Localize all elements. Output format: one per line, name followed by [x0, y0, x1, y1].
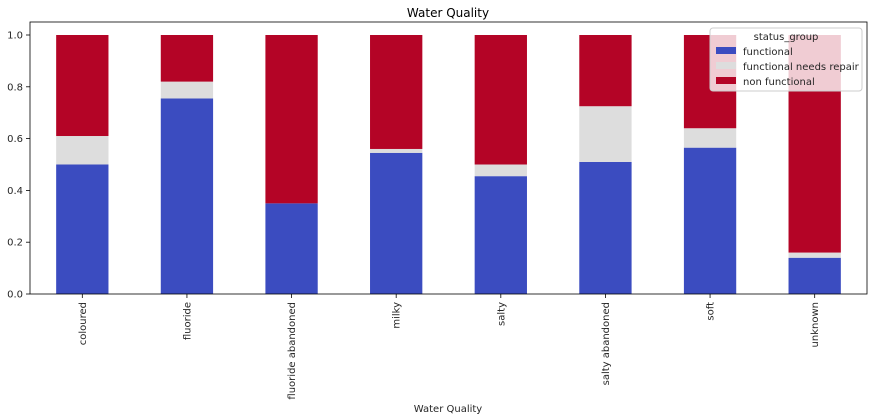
bar-functional-fluoride-abandoned	[265, 203, 318, 294]
legend-label-functional-needs-repair: functional needs repair	[743, 62, 860, 73]
y-tick-label: 0.4	[7, 186, 23, 197]
bar-functional-soft	[683, 147, 737, 294]
x-tick-label: unknown	[810, 302, 821, 347]
bar-functional-milky	[370, 152, 423, 294]
y-tick-label: 0.6	[7, 134, 23, 145]
bar-functional-unknown	[788, 257, 841, 294]
legend-title: status_group	[754, 32, 819, 43]
bar-functional-needs-repair-salty-abandoned	[579, 106, 632, 162]
y-tick-label: 0.8	[7, 82, 23, 93]
x-axis: coloured fluoride fluoride abandoned milky s…	[78, 294, 821, 400]
legend-swatch-functional-needs-repair	[716, 62, 736, 69]
x-tick-label: soft	[706, 302, 717, 321]
x-tick-label: salty	[496, 302, 507, 326]
bar-functional-salty	[474, 176, 527, 294]
y-tick-label: 1.0	[7, 31, 23, 42]
x-tick-label: milky	[392, 302, 403, 329]
chart-title: Water Quality	[407, 6, 489, 20]
legend-box	[709, 27, 863, 92]
x-tick-label: fluoride abandoned	[287, 302, 298, 400]
y-tick-label: 0.0	[7, 290, 23, 301]
bar-functional-needs-repair-coloured	[56, 136, 109, 165]
bar-functional-needs-repair-fluoride	[160, 81, 214, 99]
bar-non-functional-fluoride-abandoned	[265, 35, 318, 204]
bar-non-functional-coloured	[56, 35, 109, 137]
x-tick-label: fluoride	[182, 302, 193, 340]
y-axis: 0.0 0.2 0.4 0.6 0.8 1.0	[7, 31, 30, 301]
legend-swatch-non-functional	[716, 77, 736, 84]
legend-swatch-functional	[716, 47, 736, 54]
x-tick-label: salty abandoned	[601, 302, 612, 385]
y-tick-label: 0.2	[7, 238, 23, 249]
bar-functional-salty-abandoned	[579, 161, 632, 294]
bar-non-functional-milky	[370, 35, 423, 149]
plot-frame	[29, 21, 868, 295]
bar-functional-needs-repair-soft	[683, 128, 737, 148]
x-axis-title: Water Quality	[414, 404, 483, 415]
bar-non-functional-salty	[474, 35, 527, 165]
bar-functional-needs-repair-salty	[474, 164, 527, 177]
bar-functional-needs-repair-milky	[370, 148, 423, 153]
legend-label-non-functional: non functional	[743, 77, 815, 88]
x-tick-label: coloured	[78, 302, 89, 345]
bar-non-functional-salty-abandoned	[579, 35, 632, 107]
legend-label-functional: functional	[743, 47, 793, 58]
bar-functional-coloured	[56, 164, 109, 294]
bar-functional-needs-repair-unknown	[788, 252, 841, 258]
bars-group	[56, 35, 841, 295]
legend: status_group functional functional needs …	[709, 27, 863, 92]
bar-functional-fluoride	[160, 98, 214, 295]
bar-non-functional-fluoride	[160, 35, 214, 82]
